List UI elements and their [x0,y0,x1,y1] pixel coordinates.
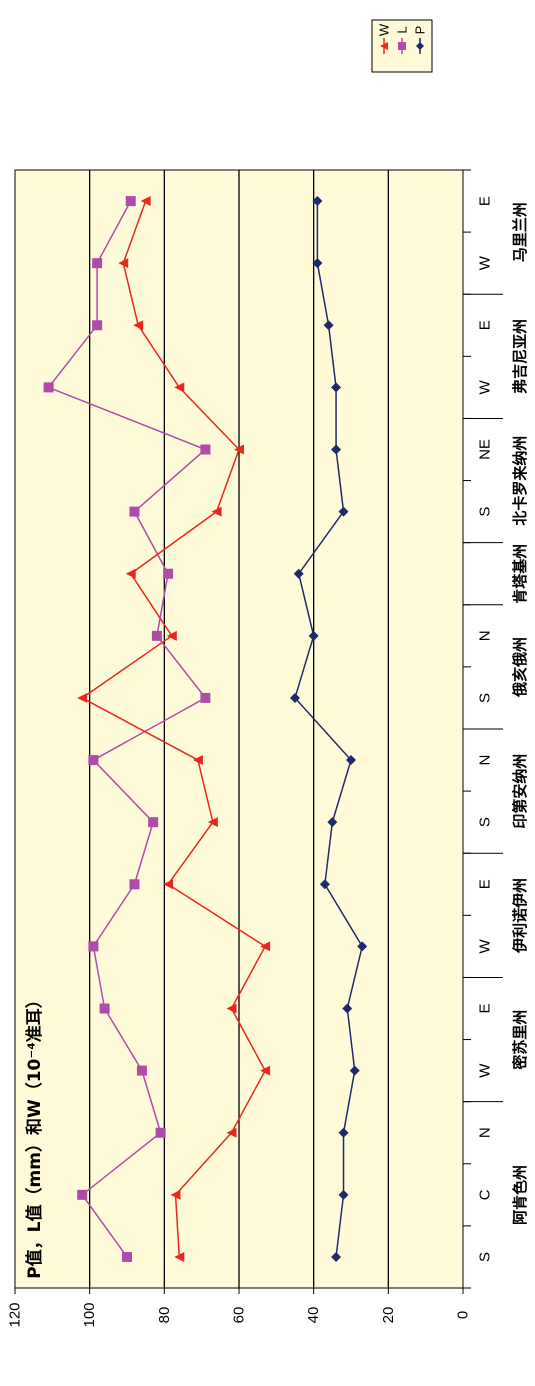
group-label: 北卡罗来纳州 [511,436,529,526]
value-tick-label: 120 [7,1302,24,1327]
point-L-16 [92,258,103,269]
category-label: E [477,1003,494,1013]
category-label: E [477,879,494,889]
point-W-11 [125,568,136,579]
point-W-10 [166,630,177,641]
group-label: 印第安纳州 [511,754,529,829]
value-tick-label: 0 [455,1311,472,1319]
category-label: E [477,196,494,206]
point-W-13 [234,444,244,455]
value-tick-label: 20 [380,1307,397,1324]
point-P-16 [312,258,323,269]
category-label: N [477,755,494,766]
series-line-W [80,200,267,1257]
point-W-17 [140,196,151,207]
point-L-6 [129,879,140,890]
category-label: S [477,693,494,703]
point-L-17 [125,196,136,207]
category-label: W [477,1063,494,1078]
group-label: 马里兰州 [511,202,529,262]
point-L-8 [88,755,99,766]
group-label: 伊利诺伊州 [511,878,529,954]
category-label: S [477,817,494,827]
point-W-8 [192,755,203,766]
value-tick-label: 100 [81,1302,98,1327]
point-W-15 [133,320,144,331]
category-label: S [477,1252,494,1262]
point-P-5 [357,941,368,952]
series-line-L [47,200,207,1258]
value-tick-label: 40 [305,1307,322,1324]
legend-label-L: L [395,26,410,33]
point-W-7 [207,817,218,828]
point-L-9 [200,692,211,703]
point-L-0 [122,1251,132,1262]
point-L-12 [129,506,140,517]
legend-marker-L [398,42,406,50]
category-label: N [477,1127,494,1138]
legend-marker-P [416,42,424,50]
category-label: W [477,255,494,270]
point-P-0 [331,1251,342,1262]
group-label: 肯塔基州 [511,544,529,604]
point-L-14 [43,382,54,393]
point-W-5 [260,941,271,952]
legend-label-P: P [413,26,428,35]
series-line-P [294,201,364,1258]
point-W-3 [260,1065,271,1076]
point-L-4 [99,1003,110,1014]
point-L-15 [92,320,103,331]
group-label: 弗吉尼亚州 [511,319,529,394]
point-P-11 [293,568,304,579]
point-P-4 [342,1003,353,1014]
point-P-9 [290,692,300,703]
point-W-9 [77,692,88,703]
point-W-14 [174,382,185,393]
point-L-7 [148,817,159,828]
point-P-13 [331,444,342,455]
legend-marker-W [380,42,388,50]
point-W-12 [211,506,222,517]
point-P-17 [312,196,323,207]
point-L-11 [163,568,174,579]
point-L-3 [136,1065,147,1076]
point-P-3 [349,1065,360,1076]
group-label: 俄亥俄州 [511,637,529,698]
point-P-1 [338,1189,349,1200]
point-W-16 [118,258,129,269]
category-label: E [477,320,494,330]
point-P-14 [331,382,342,393]
point-P-6 [319,879,330,890]
category-label: W [477,938,494,953]
point-L-2 [155,1127,166,1138]
point-W-2 [226,1127,237,1138]
legend-label-W: W [377,23,392,36]
group-label: 阿肯色州 [511,1165,529,1225]
point-W-6 [163,879,174,890]
point-L-5 [88,941,99,952]
category-label: N [477,630,494,641]
point-P-15 [323,320,334,331]
value-tick-label: 60 [231,1307,248,1324]
point-P-8 [346,755,356,766]
category-label: C [477,1189,494,1200]
point-P-7 [327,817,338,828]
group-label: 密苏里州 [511,1010,529,1070]
point-P-10 [308,630,319,641]
category-label: S [477,507,494,517]
category-label: NE [477,439,494,460]
point-W-1 [170,1189,181,1200]
point-L-1 [77,1189,88,1200]
point-W-4 [226,1003,237,1014]
point-W-0 [174,1251,185,1262]
value-tick-label: 80 [156,1307,173,1324]
point-P-2 [338,1127,349,1138]
category-label: W [477,379,494,394]
point-L-13 [200,444,211,455]
point-L-10 [151,630,162,641]
point-P-12 [338,506,349,517]
axis-title: P值，L值（mm）和W（10⁻⁴准耳） [24,991,45,1279]
